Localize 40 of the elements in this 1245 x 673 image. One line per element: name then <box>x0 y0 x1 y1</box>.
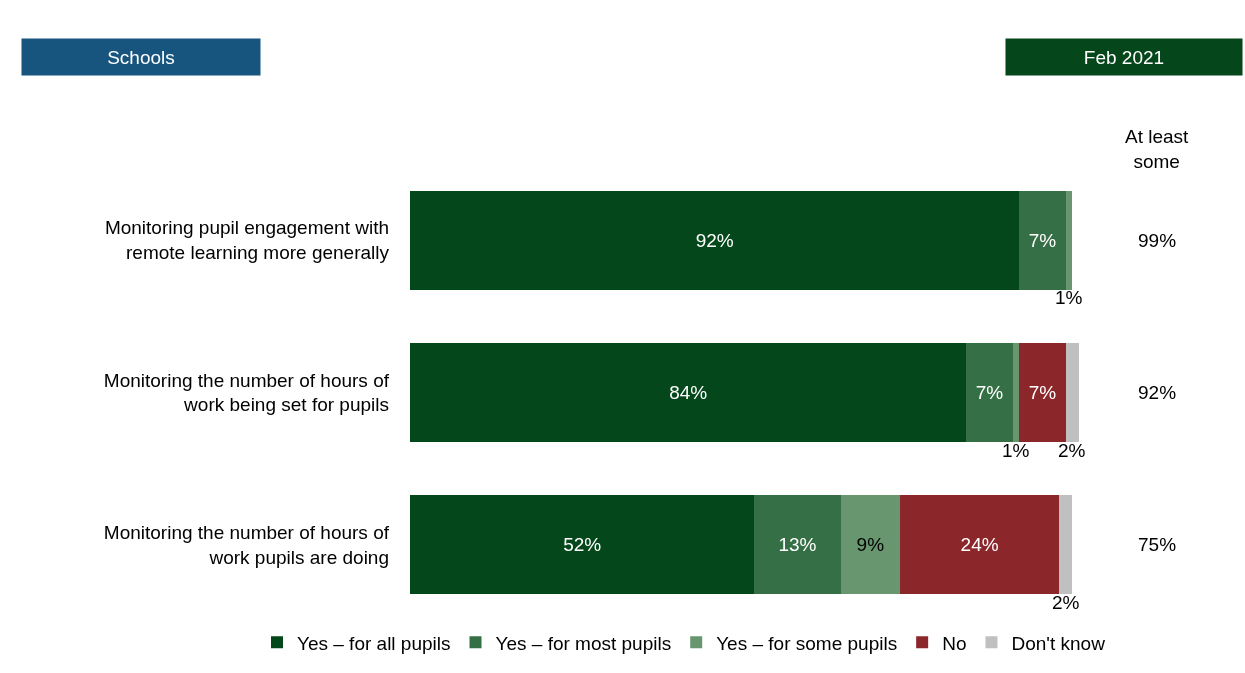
legend-label: Yes – for some pupils <box>716 632 898 654</box>
bar <box>840 495 901 595</box>
data-label: 7% <box>975 382 1004 403</box>
legend-label: Don't know <box>1011 632 1106 654</box>
legend-label: No <box>942 632 967 654</box>
bar <box>410 495 755 595</box>
bar <box>410 190 1020 290</box>
bar <box>1065 342 1079 443</box>
data-label: 92% <box>695 229 734 251</box>
text: 99% <box>1138 230 1177 251</box>
text: 75% <box>1138 534 1177 555</box>
data-label: 2% <box>1052 592 1080 613</box>
data-label: 13% <box>778 534 817 556</box>
data-label: 24% <box>960 534 999 556</box>
data-label: 84% <box>669 382 708 403</box>
bar <box>1059 495 1073 595</box>
y-tick-label: Monitoring the number of hours of work pupils are doing <box>103 522 390 568</box>
bar <box>754 495 841 595</box>
legend-label: Yes – for all pupils <box>297 632 451 654</box>
data-label: 7% <box>1028 229 1057 251</box>
bar <box>1019 342 1066 443</box>
y-tick-label: Monitoring the number of hours of work being set for pupils <box>103 369 390 416</box>
y-tick-label: Monitoring pupil engagement with remote learning more generally <box>104 217 390 264</box>
text: Schools <box>107 46 175 68</box>
data-label: 1% <box>1002 440 1030 461</box>
data-label: 52% <box>563 534 602 556</box>
bar <box>1012 342 1020 443</box>
bar <box>410 342 967 443</box>
data-label: 7% <box>1028 382 1057 403</box>
bar <box>900 495 1060 595</box>
bar <box>966 342 1013 443</box>
bar <box>1065 190 1073 290</box>
legend-label: Yes – for most pupils <box>495 632 672 654</box>
data-label: 9% <box>856 534 885 556</box>
bar <box>1019 190 1066 290</box>
text: Feb 2021 <box>1083 46 1165 68</box>
text: 92% <box>1138 382 1177 403</box>
data-label: 2% <box>1058 440 1086 461</box>
text: At least some <box>1125 126 1190 172</box>
data-label: 1% <box>1055 287 1083 308</box>
